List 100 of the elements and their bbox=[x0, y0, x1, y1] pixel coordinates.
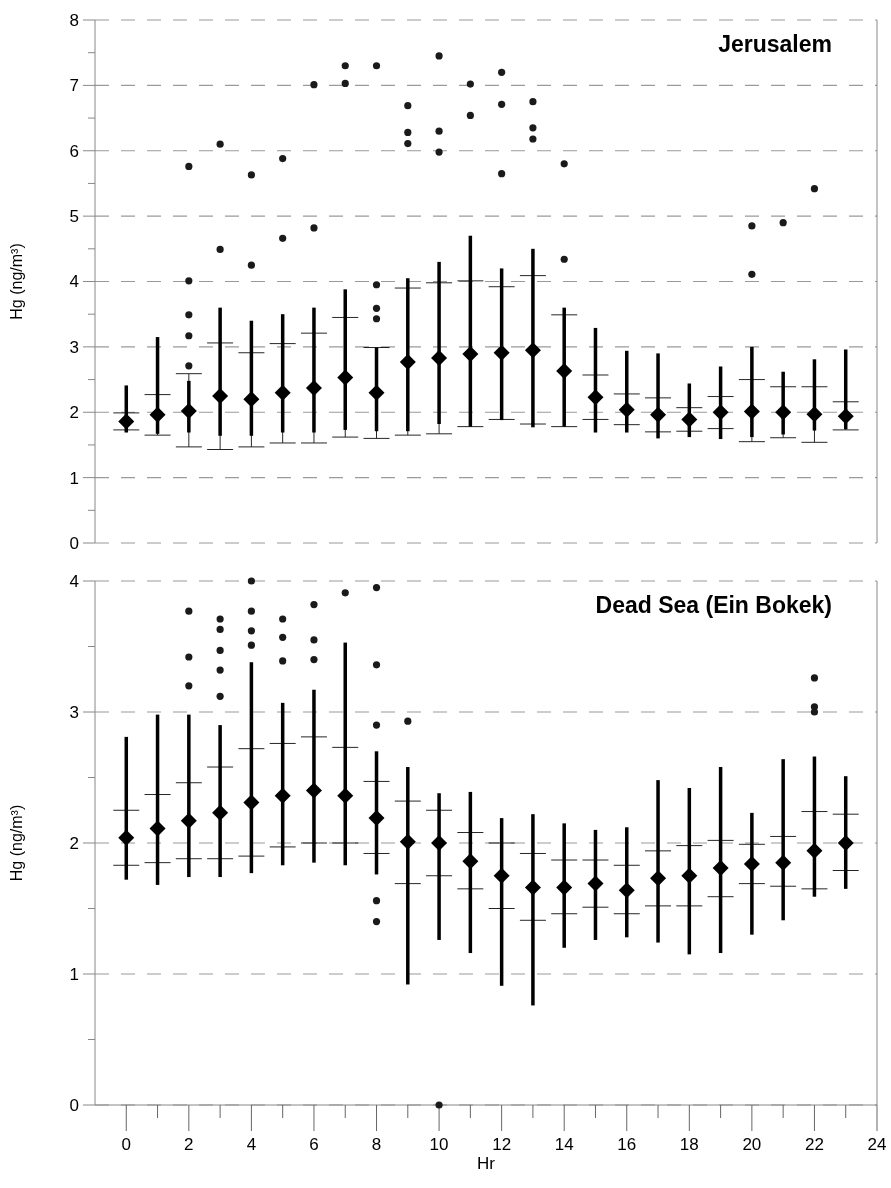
point bbox=[431, 835, 448, 851]
point bbox=[498, 170, 506, 178]
text: Jerusalem bbox=[718, 31, 832, 57]
point bbox=[341, 589, 349, 597]
point bbox=[216, 666, 224, 674]
point bbox=[810, 703, 819, 711]
point bbox=[748, 222, 756, 230]
point bbox=[305, 782, 322, 799]
x-tick-label: 14 bbox=[554, 1135, 574, 1154]
point bbox=[529, 98, 537, 106]
x-tick-label: 10 bbox=[429, 1135, 449, 1154]
y-tick-label: 1 bbox=[69, 468, 79, 488]
x-axis-title: Hr bbox=[477, 1154, 496, 1173]
point bbox=[462, 346, 479, 363]
point bbox=[118, 829, 135, 846]
point bbox=[372, 304, 381, 312]
point bbox=[618, 401, 635, 418]
y-tick-label: 3 bbox=[69, 337, 79, 357]
point bbox=[216, 625, 224, 634]
point bbox=[368, 810, 385, 827]
point bbox=[806, 406, 823, 423]
x-tick-label: 2 bbox=[184, 1135, 194, 1154]
point bbox=[185, 162, 193, 171]
point bbox=[372, 315, 381, 323]
y-tick-label: 0 bbox=[69, 1095, 79, 1115]
x-tick-label: 16 bbox=[617, 1135, 637, 1154]
y-tick-label: 8 bbox=[69, 10, 79, 30]
point bbox=[779, 219, 787, 227]
point bbox=[399, 833, 416, 850]
point bbox=[493, 867, 510, 884]
point bbox=[337, 787, 354, 804]
point bbox=[775, 404, 792, 421]
point bbox=[310, 656, 318, 664]
point bbox=[372, 62, 381, 70]
point bbox=[341, 79, 349, 88]
point bbox=[810, 185, 819, 193]
point bbox=[498, 68, 506, 76]
y-tick-label: 5 bbox=[69, 207, 79, 227]
point bbox=[681, 411, 698, 428]
point bbox=[372, 661, 381, 669]
point bbox=[837, 835, 854, 851]
point bbox=[560, 255, 568, 263]
x-tick-label: 24 bbox=[867, 1135, 887, 1154]
point bbox=[216, 245, 224, 254]
point bbox=[185, 607, 193, 615]
point bbox=[524, 879, 541, 896]
point bbox=[279, 615, 287, 623]
y-axis-title: Hg (ng/m³) bbox=[8, 804, 25, 882]
point bbox=[650, 406, 667, 423]
y-tick-label: 3 bbox=[69, 702, 79, 722]
point bbox=[247, 577, 255, 585]
point bbox=[212, 387, 229, 404]
point bbox=[247, 607, 255, 615]
point bbox=[310, 224, 318, 232]
point bbox=[524, 342, 541, 359]
point bbox=[216, 140, 224, 148]
point bbox=[372, 897, 381, 905]
point bbox=[681, 867, 698, 884]
x-tick-label: 22 bbox=[804, 1135, 824, 1154]
point bbox=[372, 583, 381, 592]
point bbox=[587, 389, 604, 406]
point bbox=[404, 717, 412, 725]
point bbox=[279, 234, 287, 242]
point bbox=[587, 875, 604, 892]
point bbox=[748, 270, 756, 278]
point bbox=[404, 128, 412, 137]
point bbox=[310, 81, 318, 89]
point bbox=[247, 627, 255, 635]
point bbox=[399, 353, 416, 370]
y-tick-label: 4 bbox=[69, 272, 79, 292]
y-axis-title: Hg (ng/m³) bbox=[8, 243, 25, 320]
point bbox=[310, 636, 318, 644]
y-tick-label: 2 bbox=[69, 833, 79, 853]
point bbox=[712, 404, 729, 421]
point bbox=[404, 102, 412, 110]
point bbox=[310, 600, 318, 609]
point bbox=[743, 855, 760, 872]
point bbox=[560, 160, 568, 168]
point bbox=[743, 403, 760, 420]
point bbox=[775, 854, 792, 871]
point bbox=[274, 787, 291, 804]
point bbox=[435, 52, 443, 60]
y-tick-label: 2 bbox=[69, 403, 79, 423]
text: Dead Sea (Ein Bokek) bbox=[595, 592, 832, 618]
point bbox=[435, 1101, 443, 1109]
point bbox=[498, 100, 506, 108]
point bbox=[372, 918, 381, 926]
point bbox=[279, 633, 287, 641]
y-tick-label: 6 bbox=[69, 141, 79, 161]
point bbox=[185, 277, 193, 285]
point bbox=[180, 402, 197, 419]
point bbox=[372, 281, 381, 289]
point bbox=[118, 413, 135, 430]
y-tick-label: 1 bbox=[69, 964, 79, 984]
point bbox=[337, 369, 354, 386]
point bbox=[243, 391, 260, 408]
point bbox=[149, 406, 166, 423]
y-tick-label: 0 bbox=[69, 533, 79, 553]
point bbox=[185, 682, 193, 690]
point bbox=[305, 380, 322, 397]
